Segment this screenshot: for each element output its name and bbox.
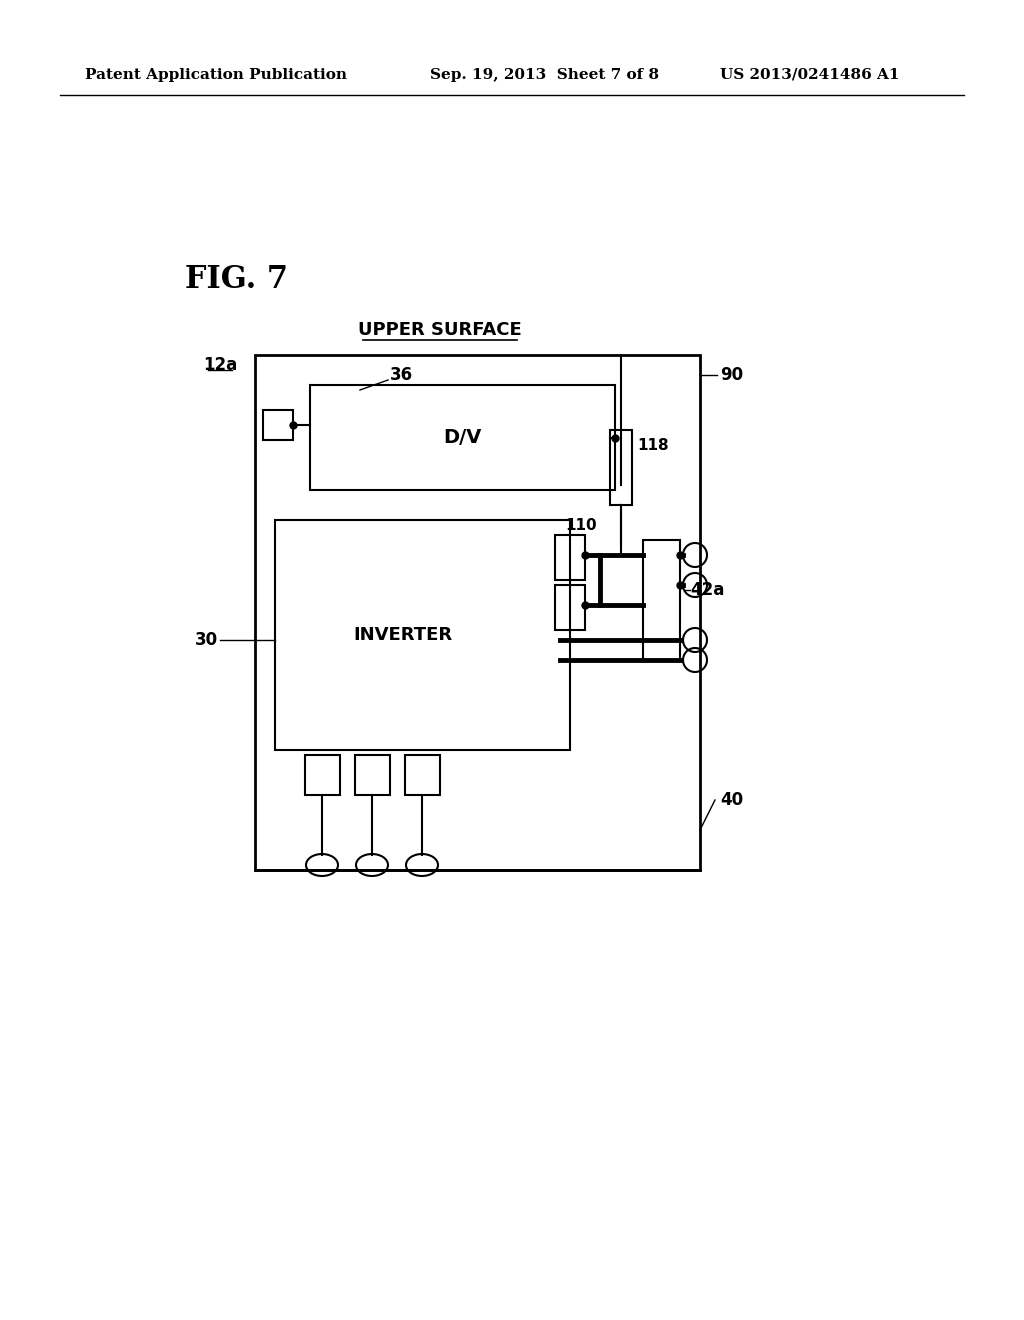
Text: 12a: 12a [203, 356, 238, 374]
Bar [355, 755, 390, 795]
Bar [555, 585, 585, 630]
Text: FIG. 7: FIG. 7 [185, 264, 288, 296]
Bar [263, 411, 293, 440]
Bar [610, 430, 632, 506]
Bar [305, 755, 340, 795]
Text: D/V: D/V [443, 428, 481, 447]
Bar [406, 755, 440, 795]
Text: 42a: 42a [690, 581, 724, 599]
Text: US 2013/0241486 A1: US 2013/0241486 A1 [720, 69, 899, 82]
Bar [555, 535, 585, 579]
Bar [310, 385, 615, 490]
Bar [643, 540, 680, 660]
Text: INVERTER: INVERTER [353, 626, 452, 644]
Bar [275, 520, 570, 750]
Bar [255, 355, 700, 870]
Text: 110: 110 [565, 517, 597, 532]
Text: Patent Application Publication: Patent Application Publication [85, 69, 347, 82]
Text: 40: 40 [720, 791, 743, 809]
Text: 36: 36 [390, 366, 413, 384]
Text: 90: 90 [720, 366, 743, 384]
Text: UPPER SURFACE: UPPER SURFACE [358, 321, 522, 339]
Text: 30: 30 [195, 631, 218, 649]
Text: 118: 118 [637, 437, 669, 453]
Text: Sep. 19, 2013  Sheet 7 of 8: Sep. 19, 2013 Sheet 7 of 8 [430, 69, 659, 82]
